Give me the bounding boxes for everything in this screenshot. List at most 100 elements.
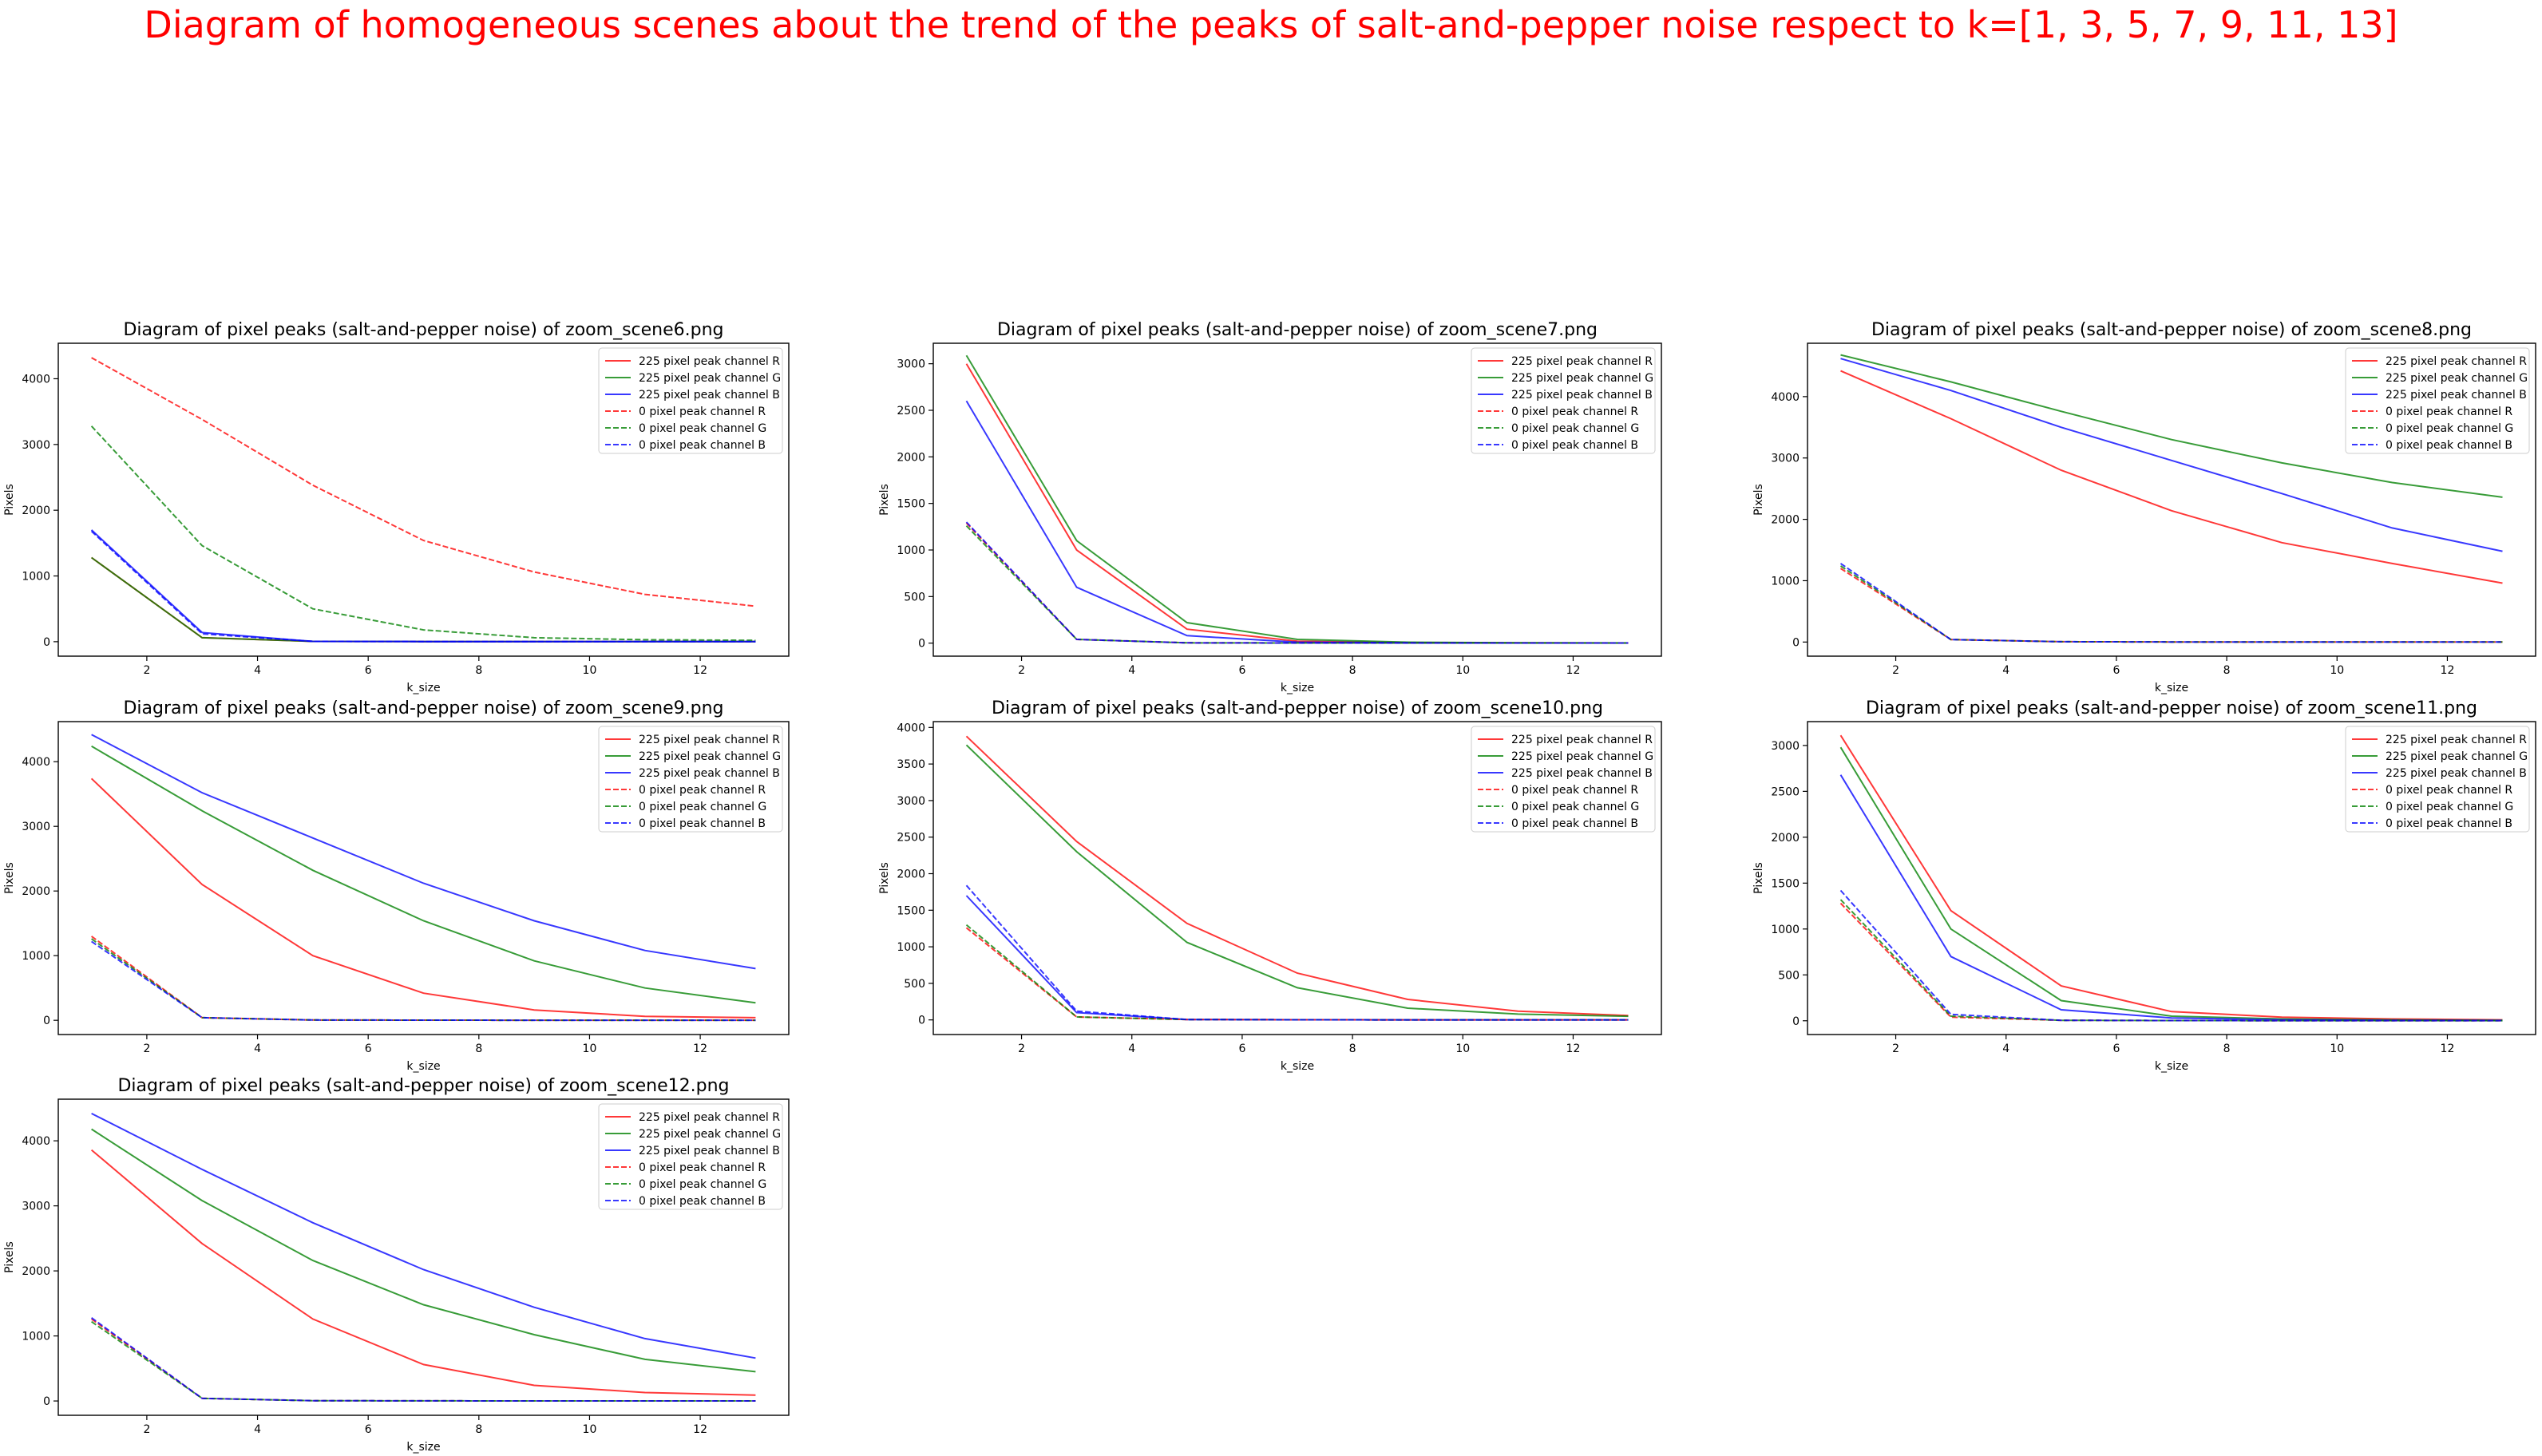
subplot-title: Diagram of pixel peaks (salt-and-pepper … — [997, 320, 1598, 340]
axes-frame — [1807, 721, 2536, 1035]
x-tick-label: 10 — [583, 1423, 597, 1436]
legend-entry: 0 pixel peak channel B — [1511, 439, 1638, 452]
subplot-title: Diagram of pixel peaks (salt-and-pepper … — [992, 698, 1603, 718]
legend-frame — [2345, 347, 2530, 454]
legend-entry: 0 pixel peak channel B — [639, 439, 766, 452]
y-tick-label: 4000 — [1771, 391, 1800, 404]
series-line-1 — [90, 1149, 756, 1396]
subplot-title: Diagram of pixel peaks (salt-and-pepper … — [117, 1076, 729, 1096]
series-line-5 — [965, 525, 1629, 644]
x-tick-label: 12 — [1566, 664, 1581, 677]
subplot-title: Diagram of pixel peaks (salt-and-pepper … — [123, 698, 723, 718]
legend-frame — [1471, 347, 1656, 454]
legend-entry: 0 pixel peak channel R — [1511, 784, 1638, 797]
y-tick-label: 1000 — [897, 544, 925, 557]
series-line-6 — [91, 940, 756, 1022]
series-line-4 — [1839, 902, 2503, 1022]
series-line-1 — [965, 735, 1629, 1017]
x-tick-label: 8 — [1349, 664, 1356, 677]
x-tick-label: 6 — [2112, 664, 2120, 677]
x-tick-label: 10 — [1455, 664, 1470, 677]
series-line-4 — [1839, 568, 2503, 643]
y-tick-label: 2500 — [897, 405, 925, 417]
legend-entry: 0 pixel peak channel B — [639, 817, 766, 830]
x-tick-label: 12 — [693, 1423, 707, 1436]
axes-frame — [57, 342, 790, 657]
y-tick-label: 500 — [904, 591, 925, 603]
legend-entry: 225 pixel peak channel G — [2386, 372, 2528, 385]
series-line-3 — [91, 734, 756, 970]
x-tick-label: 6 — [365, 664, 372, 677]
y-axis-label: Pixels — [878, 484, 891, 516]
y-tick-label: 500 — [1778, 969, 1800, 982]
x-tick-label: 10 — [1455, 1043, 1470, 1055]
series-line-2 — [91, 745, 756, 1004]
y-tick-label: 1500 — [897, 498, 925, 511]
legend-entry: 225 pixel peak channel G — [1511, 750, 1653, 763]
legend: 225 pixel peak channel R 225 pixel peak c… — [2345, 347, 2530, 454]
figure-suptitle: Diagram of homogeneous scenes about the … — [144, 3, 2398, 46]
legend-entry: 0 pixel peak channel G — [639, 422, 766, 435]
legend-entry: 225 pixel peak channel R — [1511, 355, 1653, 368]
legend-entry: 225 pixel peak channel R — [2386, 355, 2527, 368]
y-tick-label: 3000 — [22, 439, 50, 452]
series-line-6 — [965, 521, 1629, 644]
x-tick-label: 4 — [2002, 1043, 2009, 1055]
y-tick-label: 2000 — [1771, 832, 1800, 845]
y-tick-label: 4000 — [22, 756, 50, 769]
x-tick-label: 6 — [1238, 664, 1245, 677]
series-line-6 — [91, 1316, 756, 1402]
series-line-1 — [1839, 734, 2503, 1021]
legend-entry: 225 pixel peak channel G — [639, 1128, 781, 1141]
series-line-6 — [965, 884, 1629, 1021]
legend-frame — [598, 726, 783, 833]
y-tick-label: 2000 — [22, 504, 50, 517]
subplot-title: Diagram of pixel peaks (salt-and-pepper … — [1866, 698, 2477, 718]
series-line-2 — [91, 1128, 756, 1373]
series-line-4 — [91, 936, 756, 1022]
x-tick-label: 8 — [2223, 1043, 2231, 1055]
y-tick-label: 2000 — [1771, 514, 1800, 527]
x-tick-label: 4 — [2002, 664, 2009, 677]
y-tick-label: 3000 — [22, 821, 50, 833]
legend-entry: 225 pixel peak channel B — [1511, 389, 1653, 402]
y-tick-label: 2500 — [897, 832, 925, 845]
series-line-4 — [91, 357, 756, 607]
y-tick-label: 2000 — [22, 885, 50, 898]
series-line-3 — [90, 529, 756, 643]
legend-entry: 225 pixel peak channel G — [2386, 750, 2528, 763]
x-tick-label: 2 — [1018, 1043, 1025, 1055]
legend-entry: 0 pixel peak channel G — [2386, 422, 2513, 435]
axes-frame — [1807, 342, 2536, 657]
x-tick-label: 12 — [693, 664, 707, 677]
x-tick-label: 10 — [583, 664, 597, 677]
legend-entry: 225 pixel peak channel R — [639, 1111, 780, 1124]
legend-entry: 0 pixel peak channel G — [1511, 801, 1639, 813]
y-tick-label: 0 — [43, 636, 50, 649]
series-line-3 — [965, 895, 1629, 1021]
legend-frame — [2345, 726, 2530, 833]
legend: 225 pixel peak channel R 225 pixel peak c… — [598, 726, 783, 833]
legend-entry: 0 pixel peak channel R — [1511, 406, 1638, 418]
y-tick-label: 3500 — [897, 758, 925, 771]
y-tick-label: 0 — [1792, 636, 1800, 649]
x-axis-label: k_size — [1281, 1060, 1314, 1073]
y-tick-label: 3000 — [897, 358, 925, 371]
subplot-6: Diagram of pixel peaks (salt-and-pepper … — [1752, 698, 2536, 1073]
y-axis-label: Pixels — [3, 1241, 16, 1273]
legend-entry: 225 pixel peak channel R — [2386, 734, 2527, 746]
series-line-5 — [1839, 565, 2503, 643]
x-tick-label: 6 — [365, 1043, 372, 1055]
series-line-2 — [1840, 354, 2503, 498]
legend-entry: 0 pixel peak channel B — [2386, 817, 2512, 830]
legend-entry: 225 pixel peak channel B — [639, 1145, 780, 1157]
subplot-title: Diagram of pixel peaks (salt-and-pepper … — [1871, 320, 2472, 340]
y-axis-label: Pixels — [1752, 484, 1765, 516]
x-axis-label: k_size — [2155, 1060, 2188, 1073]
legend-frame — [598, 347, 783, 454]
series-line-3 — [91, 1113, 756, 1359]
series-line-6 — [90, 530, 756, 643]
x-axis-label: k_size — [406, 1441, 440, 1454]
legend-entry: 225 pixel peak channel B — [2386, 389, 2527, 402]
x-tick-label: 4 — [254, 1423, 261, 1436]
